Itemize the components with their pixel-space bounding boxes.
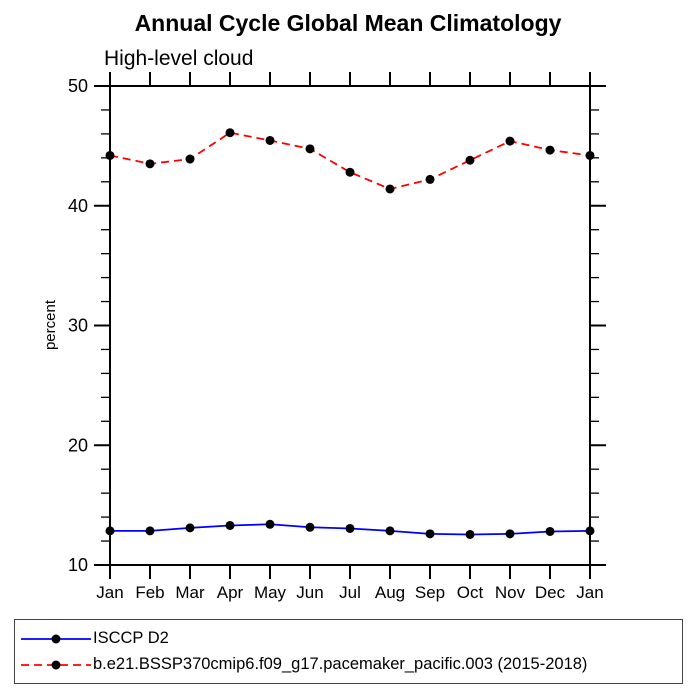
x-tick-label: Dec: [535, 583, 566, 602]
data-point-marker: [345, 523, 355, 533]
data-point-marker: [545, 145, 555, 155]
x-tick-label: Aug: [375, 583, 405, 602]
legend-item-isccp: ISCCP D2: [20, 626, 682, 652]
data-point-marker: [185, 523, 195, 533]
data-point-marker: [265, 519, 275, 529]
chart-title: Annual Cycle Global Mean Climatology: [135, 10, 562, 36]
legend-box: ISCCP D2 b.e21.BSSP370cmip6.f09_g17.pace…: [14, 619, 683, 684]
legend-label: b.e21.BSSP370cmip6.f09_g17.pacemaker_pac…: [93, 655, 588, 674]
legend-line-sample-dashed: [21, 660, 91, 669]
data-point-marker: [385, 184, 395, 194]
data-point-marker: [505, 136, 515, 146]
legend-label: ISCCP D2: [93, 629, 169, 648]
data-point-marker: [425, 174, 435, 184]
data-point-marker: [345, 167, 355, 177]
y-tick-label: 40: [68, 196, 88, 216]
data-point-marker: [105, 526, 115, 536]
data-point-marker: [585, 526, 595, 536]
y-tick-label: 30: [68, 316, 88, 336]
x-tick-label: Jan: [576, 583, 603, 602]
data-point-marker: [185, 154, 195, 164]
x-tick-label: Nov: [495, 583, 526, 602]
x-tick-label: Feb: [135, 583, 164, 602]
legend-item-model: b.e21.BSSP370cmip6.f09_g17.pacemaker_pac…: [20, 652, 682, 678]
x-tick-label: Jul: [339, 583, 361, 602]
axes-layer: Jan Feb Mar Apr May Jun Jul Aug Sep Oct Nov Dec Jan 1…: [68, 72, 606, 602]
chart-subtitle: High-level cloud: [104, 47, 253, 70]
data-point-marker: [585, 150, 595, 160]
legend-line-sample-solid: [21, 634, 91, 643]
series-line-1: [109, 131, 591, 190]
data-point-marker: [305, 144, 315, 154]
data-point-marker: [505, 529, 515, 539]
y-axis-label: percent: [42, 299, 59, 350]
data-point-marker: [465, 155, 475, 165]
x-tick-label: Mar: [175, 583, 205, 602]
x-tick-label: Jun: [296, 583, 323, 602]
data-point-marker: [305, 522, 315, 532]
data-point-marker: [225, 128, 235, 138]
data-point-marker: [145, 159, 155, 169]
data-point-marker: [145, 526, 155, 536]
data-point-marker: [465, 529, 475, 539]
y-tick-label: 20: [68, 435, 88, 455]
plot-frame: [109, 85, 591, 566]
data-point-marker: [545, 526, 555, 536]
data-point-marker: [385, 526, 395, 536]
x-tick-label: May: [254, 583, 287, 602]
series-layer: [105, 128, 595, 539]
x-tick-label: Jan: [96, 583, 123, 602]
y-tick-label: 50: [68, 76, 88, 96]
x-tick-label: Sep: [415, 583, 445, 602]
x-tick-label: Apr: [217, 583, 244, 602]
data-point-marker: [425, 529, 435, 539]
x-tick-label: Oct: [457, 583, 484, 602]
y-tick-label: 10: [68, 555, 88, 575]
data-point-marker: [265, 135, 275, 145]
data-point-marker: [105, 150, 115, 160]
data-point-marker: [225, 520, 235, 530]
